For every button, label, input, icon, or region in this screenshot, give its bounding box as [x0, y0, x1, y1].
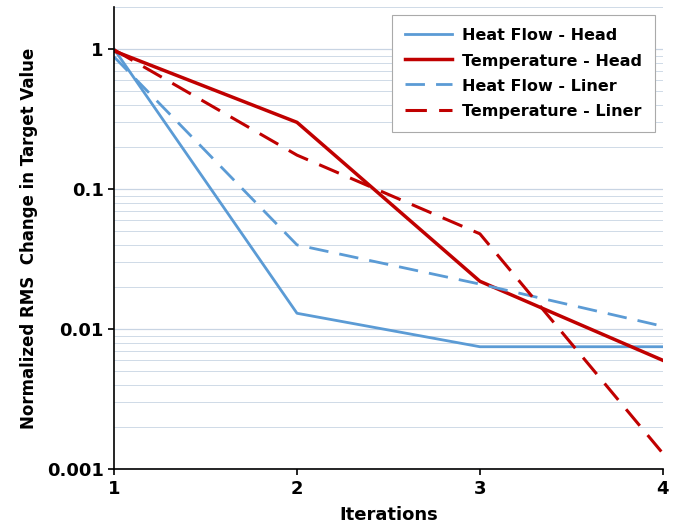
- Temperature - Head: [658, 357, 667, 364]
- Heat Flow - Liner: [476, 281, 484, 287]
- Temperature - Head: [110, 48, 118, 54]
- Line: Temperature - Liner: Temperature - Liner: [114, 50, 662, 453]
- Line: Heat Flow - Head: Heat Flow - Head: [114, 49, 662, 347]
- Heat Flow - Head: [110, 46, 118, 52]
- Temperature - Liner: [293, 152, 301, 158]
- Y-axis label: Normalized RMS  Change in Target Value: Normalized RMS Change in Target Value: [20, 47, 39, 429]
- Temperature - Head: [476, 278, 484, 285]
- Heat Flow - Liner: [110, 54, 118, 60]
- Temperature - Liner: [110, 47, 118, 53]
- Heat Flow - Head: [658, 344, 667, 350]
- Temperature - Head: [293, 119, 301, 125]
- Line: Heat Flow - Liner: Heat Flow - Liner: [114, 57, 662, 326]
- X-axis label: Iterations: Iterations: [339, 506, 438, 524]
- Line: Temperature - Head: Temperature - Head: [114, 51, 662, 361]
- Heat Flow - Liner: [293, 242, 301, 248]
- Temperature - Liner: [476, 230, 484, 237]
- Heat Flow - Head: [476, 344, 484, 350]
- Legend: Heat Flow - Head, Temperature - Head, Heat Flow - Liner, Temperature - Liner: Heat Flow - Head, Temperature - Head, He…: [392, 15, 655, 132]
- Heat Flow - Liner: [658, 323, 667, 329]
- Heat Flow - Head: [293, 310, 301, 316]
- Temperature - Liner: [658, 450, 667, 457]
